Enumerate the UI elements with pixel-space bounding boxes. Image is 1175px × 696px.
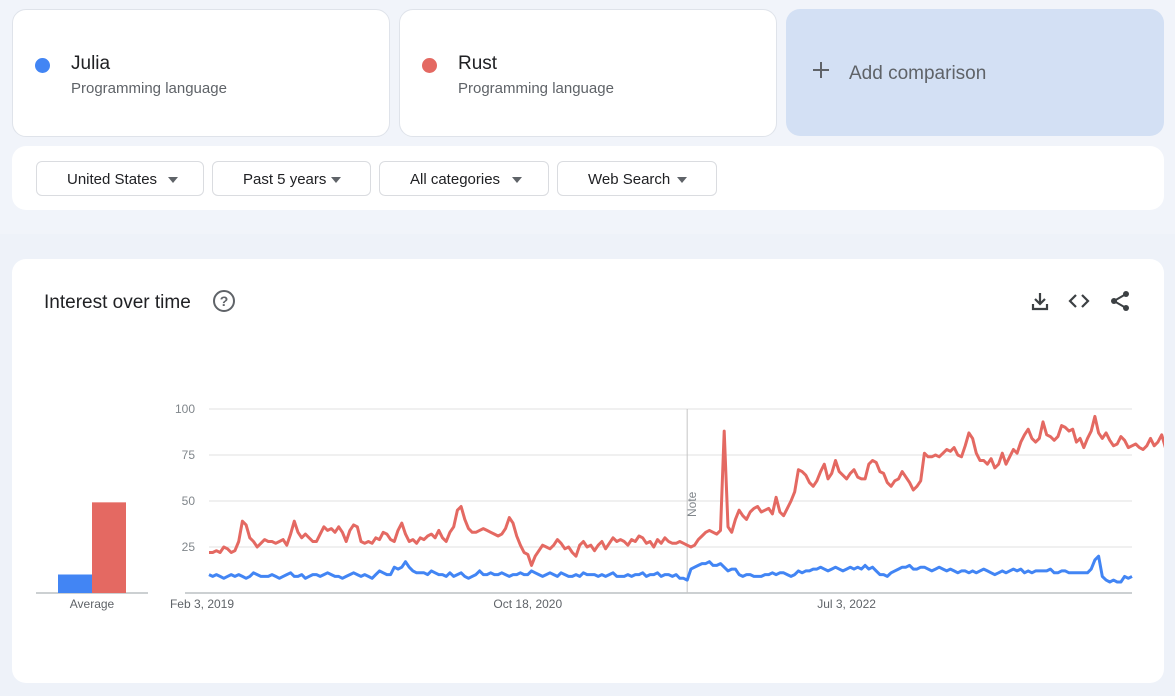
x-tick-labels: Feb 3, 2019 Oct 18, 2020 Jul 3, 2022: [170, 597, 876, 611]
filter-category[interactable]: All categories: [379, 161, 549, 196]
series-line-julia[interactable]: [208, 554, 1133, 584]
term-name[interactable]: Julia: [71, 53, 111, 74]
term-card-rust[interactable]: Rust Programming language: [399, 9, 777, 137]
filter-label: All categories: [410, 171, 501, 188]
x-tick-label: Oct 18, 2020: [493, 597, 562, 611]
x-tick-label: Feb 3, 2019: [170, 597, 234, 611]
panel-title: Interest over time: [44, 292, 191, 313]
add-comparison-button[interactable]: Add comparison: [786, 9, 1164, 136]
filter-search-type[interactable]: Web Search: [557, 161, 717, 196]
plus-icon: [812, 61, 830, 79]
julia-color-dot: [35, 58, 50, 73]
average-label: Average: [70, 597, 115, 611]
average-bar-chart: Average: [36, 502, 148, 611]
filter-bar: United States Past 5 years All categorie…: [12, 146, 1164, 210]
caret-down-icon: [331, 177, 341, 183]
help-icon[interactable]: ?: [213, 290, 235, 312]
chart-series: [208, 409, 1164, 584]
caret-down-icon: [168, 177, 178, 183]
chart-annotation: Note: [685, 409, 699, 593]
filter-region[interactable]: United States: [36, 161, 204, 196]
term-type: Programming language: [71, 80, 227, 97]
filter-label: Past 5 years: [243, 171, 327, 188]
x-tick-label: Jul 3, 2022: [817, 597, 876, 611]
y-tick-label: 25: [182, 540, 196, 554]
caret-down-icon: [512, 177, 522, 183]
interest-over-time-panel: Interest over time ? Average 25 50 75 100 F…: [12, 259, 1164, 683]
filter-time-range[interactable]: Past 5 years: [212, 161, 371, 196]
download-icon[interactable]: [1029, 290, 1051, 312]
chart-area: Average 25 50 75 100 Feb 3, 2019 Oct 18, 202…: [36, 402, 1164, 611]
average-bar-julia[interactable]: [58, 574, 92, 594]
embed-code-icon[interactable]: [1068, 290, 1090, 312]
add-comparison-label: Add comparison: [849, 63, 987, 84]
filter-label: Web Search: [588, 171, 671, 188]
caret-down-icon: [677, 177, 687, 183]
series-line-rust[interactable]: [209, 409, 1164, 567]
y-tick-label: 100: [175, 402, 195, 416]
note-label[interactable]: Note: [685, 491, 699, 517]
term-name[interactable]: Rust: [458, 53, 498, 74]
share-icon[interactable]: [1109, 290, 1131, 312]
term-card-julia[interactable]: Julia Programming language: [12, 9, 390, 137]
filter-label: United States: [67, 171, 158, 188]
chart-gridlines: [185, 408, 1132, 594]
rust-color-dot: [422, 58, 437, 73]
y-tick-label: 75: [182, 448, 196, 462]
term-type: Programming language: [458, 80, 614, 97]
y-tick-label: 50: [182, 494, 196, 508]
average-bar-rust[interactable]: [92, 502, 126, 593]
y-tick-labels: 25 50 75 100: [175, 402, 195, 554]
